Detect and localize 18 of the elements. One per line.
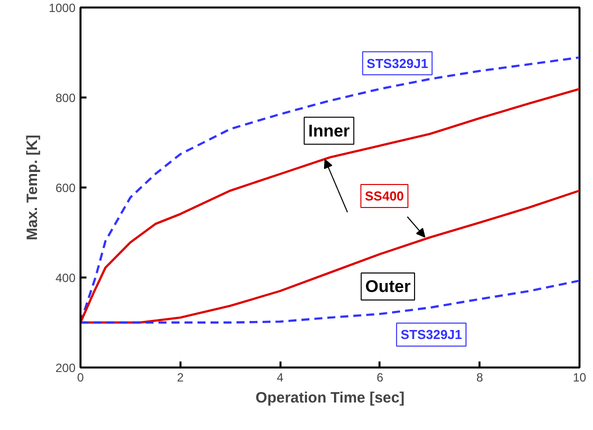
annotation: SS400 (364, 188, 404, 204)
y-axis-title: Max. Temp. [K] (24, 134, 41, 240)
x-axis-title: Operation Time [sec] (256, 390, 404, 406)
annotation: Inner (308, 121, 350, 140)
y-tick-label: 600 (55, 181, 76, 195)
x-tick-label: 2 (176, 370, 184, 384)
y-tick-label: 200 (55, 361, 76, 375)
annotation: Outer (365, 277, 411, 296)
y-tick-label: 1000 (48, 1, 76, 15)
x-tick-label: 0 (77, 370, 84, 384)
x-tick-label: 6 (376, 370, 384, 384)
x-tick-label: 8 (476, 370, 484, 384)
annotation: STS329J1 (400, 327, 462, 342)
y-tick-label: 400 (55, 271, 76, 285)
x-tick-label: 10 (572, 370, 586, 384)
annotation: STS329J1 (366, 56, 428, 71)
y-tick-label: 800 (55, 91, 76, 105)
x-tick-label: 4 (276, 370, 284, 384)
